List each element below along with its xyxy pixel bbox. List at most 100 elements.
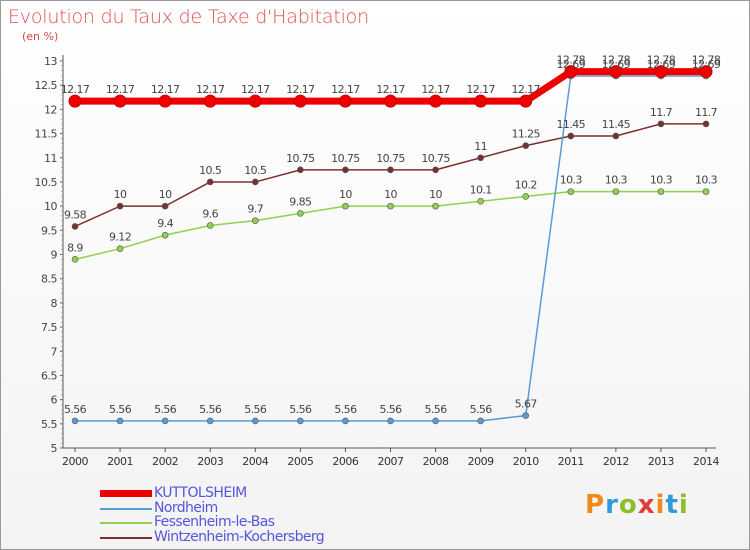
data-label-fessenheim-le-bas: 9.7 <box>247 203 263 216</box>
y-tick-label: 9.5 <box>41 224 57 237</box>
data-point-fessenheim-le-bas <box>567 188 575 195</box>
x-tick-label: 2001 <box>107 455 133 468</box>
legend-label-fessenheim-le-bas: Fessenheim-le-Bas <box>154 514 275 530</box>
data-point-kuttolsheim <box>609 65 623 79</box>
proxiti-logo: Proxiti <box>585 490 689 520</box>
data-label-nordheim: 5.67 <box>515 398 538 411</box>
data-label-wintzenheim-kochersberg: 11.45 <box>602 118 631 131</box>
chart-title: Evolution du Taux de Taxe d'Habitation <box>8 6 369 28</box>
data-label-kuttolsheim: 12.78 <box>647 54 676 67</box>
data-point-fessenheim-le-bas <box>432 202 439 210</box>
data-label-wintzenheim-kochersberg: 11.7 <box>695 106 718 119</box>
data-label-wintzenheim-kochersberg: 10 <box>114 188 127 201</box>
data-point-wintzenheim-kochersberg <box>342 166 349 174</box>
y-tick-label: 11 <box>44 152 57 165</box>
data-label-fessenheim-le-bas: 10.3 <box>560 174 583 187</box>
logo-letter: x <box>637 490 656 520</box>
data-point-kuttolsheim <box>474 94 488 108</box>
data-point-wintzenheim-kochersberg <box>297 166 304 174</box>
data-point-kuttolsheim <box>429 94 443 108</box>
data-label-kuttolsheim: 12.78 <box>602 54 631 67</box>
x-tick-label: 2009 <box>468 455 494 468</box>
data-point-nordheim <box>206 417 214 425</box>
data-label-wintzenheim-kochersberg: 10.75 <box>421 152 450 165</box>
data-point-wintzenheim-kochersberg <box>71 223 79 230</box>
data-label-kuttolsheim: 12.17 <box>466 83 495 96</box>
data-point-wintzenheim-kochersberg <box>477 154 484 162</box>
data-label-kuttolsheim: 12.78 <box>557 54 586 67</box>
data-point-wintzenheim-kochersberg <box>522 142 530 149</box>
data-point-wintzenheim-kochersberg <box>612 132 620 140</box>
y-unit-label: (en %) <box>22 30 59 43</box>
data-label-wintzenheim-kochersberg: 10.75 <box>376 152 405 165</box>
data-point-nordheim <box>251 417 259 425</box>
y-tick-label: 13 <box>44 55 57 68</box>
data-point-nordheim <box>297 417 304 425</box>
x-tick-label: 2013 <box>648 455 674 468</box>
data-point-fessenheim-le-bas <box>161 231 169 239</box>
data-label-fessenheim-le-bas: 10.3 <box>650 174 673 187</box>
data-label-fessenheim-le-bas: 8.9 <box>67 241 83 254</box>
data-label-fessenheim-le-bas: 10.1 <box>470 183 492 196</box>
data-label-kuttolsheim: 12.17 <box>376 83 405 96</box>
data-label-fessenheim-le-bas: 9.4 <box>157 217 173 230</box>
y-tick-label: 7.5 <box>41 321 57 334</box>
x-tick-label: 2014 <box>693 455 719 468</box>
data-point-fessenheim-le-bas <box>71 256 79 263</box>
x-tick-label: 2005 <box>287 455 313 468</box>
legend-swatch-fessenheim-le-bas <box>100 522 152 524</box>
y-tick-label: 10 <box>44 200 57 213</box>
data-label-nordheim: 5.56 <box>379 403 402 416</box>
data-point-fessenheim-le-bas <box>206 222 214 229</box>
logo-letter: t <box>665 490 679 520</box>
data-label-fessenheim-le-bas: 10 <box>429 188 442 201</box>
data-label-kuttolsheim: 12.17 <box>106 83 135 96</box>
data-label-wintzenheim-kochersberg: 9.58 <box>64 208 87 221</box>
data-point-wintzenheim-kochersberg <box>387 166 394 174</box>
data-label-wintzenheim-kochersberg: 11 <box>474 140 487 153</box>
data-label-nordheim: 5.56 <box>334 403 357 416</box>
y-tick-label: 7 <box>51 345 58 358</box>
logo-letter: i <box>678 490 689 520</box>
data-label-wintzenheim-kochersberg: 10 <box>159 188 172 201</box>
data-label-wintzenheim-kochersberg: 11.7 <box>650 106 673 119</box>
x-tick-label: 2006 <box>332 455 358 468</box>
y-tick-label: 6.5 <box>41 369 57 382</box>
logo-letter: r <box>605 490 619 520</box>
data-point-wintzenheim-kochersberg <box>657 120 665 128</box>
data-point-fessenheim-le-bas <box>612 188 620 195</box>
data-point-nordheim <box>71 417 79 425</box>
x-tick-label: 2012 <box>603 455 629 468</box>
data-point-wintzenheim-kochersberg <box>432 166 439 174</box>
data-point-kuttolsheim <box>68 94 82 108</box>
data-label-fessenheim-le-bas: 10 <box>339 188 352 201</box>
data-label-wintzenheim-kochersberg: 11.45 <box>557 118 586 131</box>
x-tick-label: 2000 <box>62 455 88 468</box>
data-label-nordheim: 5.56 <box>64 403 87 416</box>
logo-letter: P <box>585 490 606 520</box>
data-point-kuttolsheim <box>113 94 127 108</box>
data-label-kuttolsheim: 12.17 <box>331 83 360 96</box>
data-point-nordheim <box>342 417 349 425</box>
x-tick-label: 2003 <box>197 455 223 468</box>
data-point-nordheim <box>477 417 484 425</box>
data-label-fessenheim-le-bas: 10.3 <box>695 174 718 187</box>
data-label-nordheim: 5.56 <box>470 403 493 416</box>
data-label-kuttolsheim: 12.78 <box>692 54 721 67</box>
data-label-kuttolsheim: 12.17 <box>61 83 90 96</box>
data-point-kuttolsheim <box>564 65 578 79</box>
data-label-nordheim: 12.69 <box>647 58 676 71</box>
y-tick-label: 12.5 <box>35 79 58 92</box>
y-tick-label: 6 <box>51 394 58 407</box>
y-tick-label: 11.5 <box>35 128 58 141</box>
x-tick-label: 2011 <box>558 455 584 468</box>
data-point-nordheim <box>387 417 394 425</box>
data-label-wintzenheim-kochersberg: 10.75 <box>331 152 360 165</box>
data-point-kuttolsheim <box>699 65 713 79</box>
data-point-wintzenheim-kochersberg <box>161 202 169 210</box>
data-point-fessenheim-le-bas <box>251 217 259 224</box>
data-point-kuttolsheim <box>654 65 668 79</box>
data-label-wintzenheim-kochersberg: 10.75 <box>286 152 315 165</box>
data-point-kuttolsheim <box>248 94 262 108</box>
